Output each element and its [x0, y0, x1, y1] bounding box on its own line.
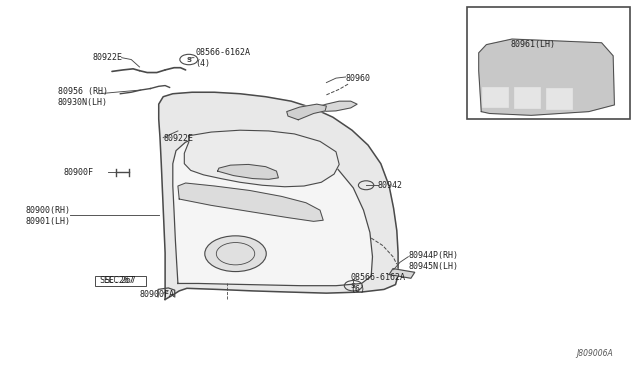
Polygon shape	[173, 135, 372, 286]
Text: 80900FA: 80900FA	[140, 290, 175, 299]
Text: 80922E: 80922E	[163, 134, 193, 143]
Polygon shape	[159, 92, 398, 299]
Text: S: S	[186, 57, 191, 62]
Text: J809006A: J809006A	[577, 349, 613, 358]
Text: 80944P(RH)
80945N(LH): 80944P(RH) 80945N(LH)	[408, 251, 458, 271]
Bar	[95, 276, 146, 286]
Text: SEC.267: SEC.267	[99, 276, 134, 285]
Text: 80942: 80942	[378, 182, 403, 190]
Text: 80961(LH): 80961(LH)	[511, 40, 556, 49]
Bar	[482, 87, 508, 107]
Text: 80900(RH)
80901(LH): 80900(RH) 80901(LH)	[26, 206, 70, 226]
Text: 80922E: 80922E	[93, 53, 123, 62]
Polygon shape	[479, 39, 614, 115]
Bar	[546, 88, 572, 109]
Bar	[514, 87, 540, 108]
Text: 80956 (RH)
80930N(LH): 80956 (RH) 80930N(LH)	[58, 87, 108, 107]
Polygon shape	[312, 101, 357, 112]
Text: 80900F: 80900F	[64, 169, 94, 177]
Text: 80960: 80960	[346, 74, 371, 83]
Text: SEC.267: SEC.267	[104, 276, 136, 285]
Circle shape	[205, 236, 266, 272]
Text: 08566-6162A
(6): 08566-6162A (6)	[351, 273, 406, 294]
Polygon shape	[287, 104, 326, 120]
Text: 08566-6162A
(4): 08566-6162A (4)	[195, 48, 250, 68]
Bar	[467, 7, 630, 119]
Polygon shape	[389, 269, 415, 278]
Text: S: S	[351, 283, 356, 289]
Polygon shape	[218, 164, 278, 179]
Polygon shape	[184, 130, 339, 187]
Polygon shape	[178, 183, 323, 221]
